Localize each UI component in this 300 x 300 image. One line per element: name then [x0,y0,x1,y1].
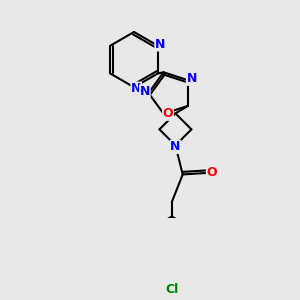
Text: O: O [163,107,173,120]
Text: N: N [186,72,197,85]
Text: N: N [170,140,181,153]
Text: N: N [140,85,150,98]
Text: N: N [155,38,165,51]
Text: Cl: Cl [165,283,178,296]
Text: N: N [131,82,141,95]
Text: O: O [206,167,217,179]
